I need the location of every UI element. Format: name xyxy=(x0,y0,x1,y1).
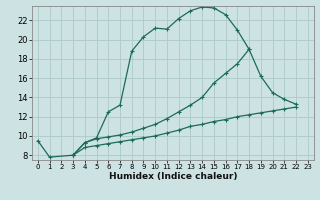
X-axis label: Humidex (Indice chaleur): Humidex (Indice chaleur) xyxy=(108,172,237,181)
